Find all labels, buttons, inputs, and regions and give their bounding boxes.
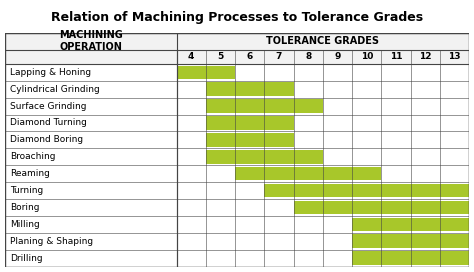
Bar [294, 201, 469, 214]
Text: 6: 6 [246, 52, 253, 61]
Text: Broaching: Broaching [10, 152, 55, 161]
Text: Drilling: Drilling [10, 254, 43, 262]
Text: Diamond Turning: Diamond Turning [10, 119, 87, 128]
Text: Lapping & Honing: Lapping & Honing [10, 68, 91, 77]
Bar [206, 133, 294, 147]
Bar [352, 234, 469, 248]
Text: 4: 4 [188, 52, 194, 61]
Text: 8: 8 [305, 52, 311, 61]
Bar [206, 82, 294, 96]
Text: Surface Grinding: Surface Grinding [10, 102, 87, 111]
Bar [352, 218, 469, 231]
Text: 10: 10 [361, 52, 373, 61]
Text: Boring: Boring [10, 203, 39, 212]
Text: 12: 12 [419, 52, 432, 61]
Text: Diamond Boring: Diamond Boring [10, 135, 83, 144]
Text: Reaming: Reaming [10, 169, 50, 178]
Bar [177, 66, 235, 79]
Text: TOLERANCE GRADES: TOLERANCE GRADES [266, 36, 379, 46]
Text: Cylindrical Grinding: Cylindrical Grinding [10, 85, 100, 94]
Bar [206, 116, 294, 130]
Text: 7: 7 [276, 52, 282, 61]
Text: Milling: Milling [10, 220, 40, 229]
Text: MACHINING
OPERATION: MACHINING OPERATION [59, 30, 123, 52]
Text: Relation of Machining Processes to Tolerance Grades: Relation of Machining Processes to Toler… [51, 11, 423, 24]
Bar [206, 99, 323, 113]
Text: Planing & Shaping: Planing & Shaping [10, 237, 93, 246]
Text: Turning: Turning [10, 186, 43, 195]
Text: 9: 9 [334, 52, 341, 61]
Bar [206, 150, 323, 163]
Bar [264, 184, 469, 197]
Text: 11: 11 [390, 52, 402, 61]
Bar [352, 251, 469, 265]
Bar [235, 167, 382, 180]
Text: 13: 13 [448, 52, 461, 61]
Text: 5: 5 [218, 52, 224, 61]
Bar [5, 33, 469, 64]
